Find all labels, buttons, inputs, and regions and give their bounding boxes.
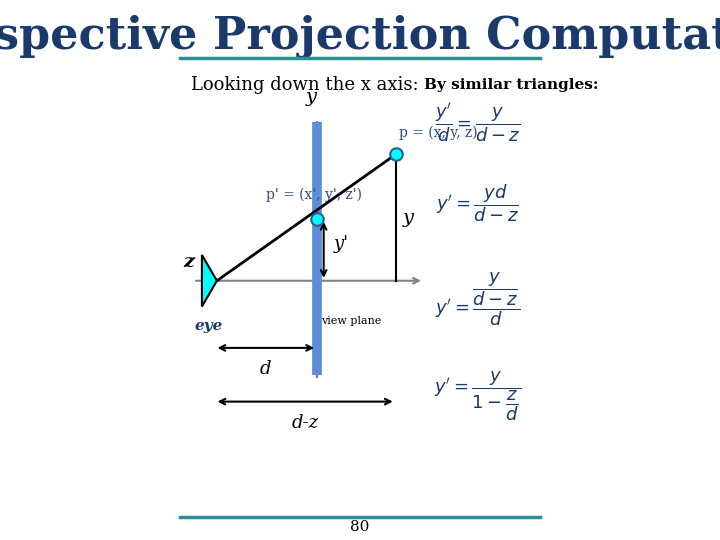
Text: view plane: view plane: [321, 316, 382, 326]
Text: eye: eye: [194, 319, 222, 333]
Text: By similar triangles:: By similar triangles:: [423, 78, 598, 92]
Text: 80: 80: [351, 520, 369, 534]
Text: $\dfrac{y'}{d} = \dfrac{y}{d - z}$: $\dfrac{y'}{d} = \dfrac{y}{d - z}$: [435, 101, 521, 144]
Text: z: z: [183, 253, 194, 271]
Text: y': y': [334, 235, 349, 253]
Text: Looking down the x axis:: Looking down the x axis:: [192, 76, 419, 93]
Text: $y' = \dfrac{yd}{d - z}$: $y' = \dfrac{yd}{d - z}$: [436, 182, 520, 224]
Polygon shape: [202, 255, 217, 307]
Text: p = (x, y, z): p = (x, y, z): [400, 126, 478, 140]
Text: y: y: [402, 208, 413, 227]
Text: $y' = \dfrac{\dfrac{y}{d-z}}{d}$: $y' = \dfrac{\dfrac{y}{d-z}}{d}$: [436, 271, 521, 328]
Text: y: y: [306, 88, 317, 106]
Text: Perspective Projection Computation: Perspective Projection Computation: [0, 15, 720, 58]
Text: p' = (x', y', z'): p' = (x', y', z'): [266, 187, 362, 202]
Text: d-z: d-z: [291, 414, 318, 432]
Text: d: d: [260, 360, 271, 379]
Text: $y' = \dfrac{y}{1 - \dfrac{z}{d}}$: $y' = \dfrac{y}{1 - \dfrac{z}{d}}$: [434, 369, 521, 423]
